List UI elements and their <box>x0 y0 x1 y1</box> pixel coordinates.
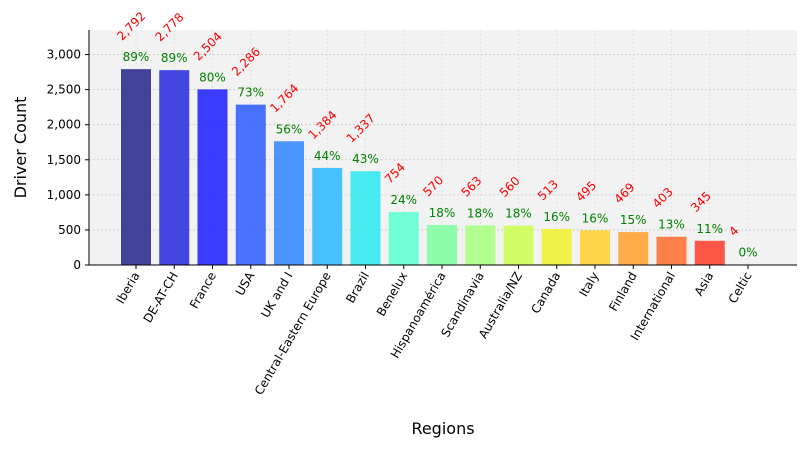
bar <box>541 229 572 265</box>
bar <box>465 225 496 265</box>
percent-label: 11% <box>696 222 723 236</box>
bar <box>274 141 304 265</box>
x-tick-label: Central-Eastern Europe <box>252 270 334 398</box>
percent-label: 56% <box>276 122 303 136</box>
bar <box>197 89 228 265</box>
percent-label: 43% <box>352 152 379 166</box>
bar <box>350 171 381 265</box>
percent-label: 16% <box>543 210 570 224</box>
x-tick-label: Asia <box>692 270 717 299</box>
bar <box>121 69 151 265</box>
x-tick-label: Benelux <box>374 270 410 319</box>
percent-label: 18% <box>429 206 456 220</box>
percent-label: 16% <box>582 211 609 225</box>
x-tick-label: Brazil <box>343 270 372 306</box>
y-tick-label: 0 <box>73 258 81 272</box>
percent-label: 18% <box>467 207 494 221</box>
y-tick-label: 2,500 <box>47 83 81 97</box>
x-tick-label: Finland <box>606 270 640 314</box>
bar <box>503 225 534 265</box>
percent-label: 13% <box>658 218 685 232</box>
y-tick-label: 1,000 <box>47 188 81 202</box>
percent-label: 80% <box>199 70 226 84</box>
x-axis-title: Regions <box>411 419 474 438</box>
y-tick-label: 2,000 <box>47 118 81 132</box>
x-tick-label: Iberia <box>113 270 142 307</box>
bar <box>580 230 610 265</box>
percent-label: 44% <box>314 149 341 163</box>
bar <box>235 104 266 265</box>
bar <box>312 167 343 265</box>
bars <box>121 69 763 266</box>
x-tick-label: USA <box>233 269 258 298</box>
x-tick-label: Celtic <box>726 270 755 306</box>
bar <box>656 236 687 265</box>
y-tick-label: 1,500 <box>47 153 81 167</box>
y-tick-label: 500 <box>58 223 81 237</box>
percent-label: 89% <box>161 51 188 65</box>
bar <box>427 225 457 265</box>
percent-label: 73% <box>237 86 264 100</box>
percent-label: 0% <box>738 246 757 260</box>
percent-label: 15% <box>620 213 647 227</box>
x-tick-label: UK and I <box>258 270 295 321</box>
x-tick-label: DE-AT-CH <box>141 270 181 326</box>
percent-label: 24% <box>390 193 417 207</box>
percent-label: 89% <box>123 50 150 64</box>
x-tick-label: Canada <box>528 270 563 317</box>
bar <box>694 240 725 265</box>
bar <box>618 232 649 265</box>
x-tick-label: Italy <box>576 270 601 300</box>
percent-label: 18% <box>505 207 532 221</box>
bar <box>159 70 190 266</box>
y-tick-label: 3,000 <box>47 48 81 62</box>
bar <box>388 212 419 265</box>
x-tick-label: France <box>187 270 219 312</box>
y-axis-title: Driver Count <box>11 97 30 199</box>
